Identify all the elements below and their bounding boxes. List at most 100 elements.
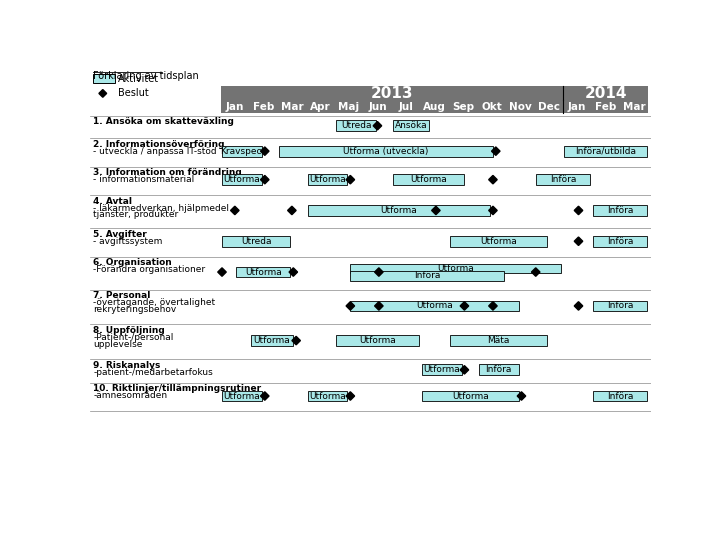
Text: 6. Organisation: 6. Organisation bbox=[93, 258, 172, 267]
Text: Införa: Införa bbox=[414, 272, 440, 280]
FancyBboxPatch shape bbox=[336, 120, 376, 131]
Text: Utforma: Utforma bbox=[309, 175, 346, 184]
Text: Införa/utbilda: Införa/utbilda bbox=[575, 147, 636, 156]
Polygon shape bbox=[531, 268, 540, 276]
Polygon shape bbox=[492, 147, 500, 155]
Text: Utreda: Utreda bbox=[241, 237, 271, 246]
Text: 2. Informationsöverföring: 2. Informationsöverföring bbox=[93, 140, 225, 149]
Text: Aug: Aug bbox=[423, 102, 446, 111]
FancyBboxPatch shape bbox=[422, 391, 518, 401]
Text: Jul: Jul bbox=[398, 102, 414, 111]
Polygon shape bbox=[218, 268, 226, 276]
Text: rekryteringsbehov: rekryteringsbehov bbox=[93, 305, 176, 314]
FancyBboxPatch shape bbox=[450, 335, 547, 346]
FancyBboxPatch shape bbox=[307, 391, 348, 401]
Text: Ansöka: Ansöka bbox=[395, 121, 427, 130]
Polygon shape bbox=[346, 302, 354, 310]
Text: Dec: Dec bbox=[538, 102, 560, 111]
FancyBboxPatch shape bbox=[422, 365, 461, 375]
Text: 2014: 2014 bbox=[584, 85, 627, 101]
FancyBboxPatch shape bbox=[351, 301, 518, 311]
FancyBboxPatch shape bbox=[221, 100, 649, 114]
Text: 8. Uppföljning: 8. Uppföljning bbox=[93, 326, 166, 335]
FancyBboxPatch shape bbox=[593, 301, 647, 311]
FancyBboxPatch shape bbox=[479, 365, 518, 375]
Polygon shape bbox=[432, 206, 440, 215]
Polygon shape bbox=[289, 268, 298, 276]
Text: -patient-/medarbetarfokus: -patient-/medarbetarfokus bbox=[93, 367, 213, 377]
Text: Maj: Maj bbox=[338, 102, 359, 111]
Text: - informationsmaterial: - informationsmaterial bbox=[93, 175, 194, 184]
FancyBboxPatch shape bbox=[450, 236, 547, 247]
Text: -ämnesområden: -ämnesområden bbox=[93, 391, 168, 400]
Polygon shape bbox=[574, 206, 583, 215]
Polygon shape bbox=[460, 302, 469, 310]
Polygon shape bbox=[260, 392, 269, 400]
FancyBboxPatch shape bbox=[562, 87, 649, 100]
Text: Utforma: Utforma bbox=[254, 336, 291, 345]
Text: Apr: Apr bbox=[310, 102, 330, 111]
Text: Nov: Nov bbox=[509, 102, 531, 111]
Text: 7. Personal: 7. Personal bbox=[93, 291, 151, 300]
Polygon shape bbox=[346, 175, 354, 184]
Text: Feb: Feb bbox=[252, 102, 274, 111]
Polygon shape bbox=[574, 302, 583, 310]
Text: - avgiftssystem: - avgiftssystem bbox=[93, 236, 163, 246]
Text: Utforma: Utforma bbox=[223, 175, 260, 184]
Text: -Patient-/personal: -Patient-/personal bbox=[93, 333, 174, 342]
FancyBboxPatch shape bbox=[222, 236, 291, 247]
Polygon shape bbox=[373, 122, 382, 130]
FancyBboxPatch shape bbox=[221, 87, 562, 100]
Text: 1. Ansöka om skatteväxling: 1. Ansöka om skatteväxling bbox=[93, 117, 234, 126]
FancyBboxPatch shape bbox=[351, 272, 505, 281]
Text: Utforma: Utforma bbox=[245, 268, 282, 276]
Text: Mäta: Mäta bbox=[487, 336, 510, 345]
Text: Införa: Införa bbox=[607, 392, 633, 400]
Polygon shape bbox=[292, 337, 301, 345]
FancyBboxPatch shape bbox=[593, 236, 647, 247]
Polygon shape bbox=[346, 392, 354, 400]
Text: Aktivitet: Aktivitet bbox=[119, 74, 159, 84]
FancyBboxPatch shape bbox=[93, 74, 115, 83]
Polygon shape bbox=[489, 175, 497, 184]
Text: Utforma: Utforma bbox=[452, 392, 489, 400]
Text: -övertagande, övertalighet: -övertagande, övertalighet bbox=[93, 298, 215, 307]
Polygon shape bbox=[574, 237, 583, 246]
FancyBboxPatch shape bbox=[393, 120, 429, 131]
FancyBboxPatch shape bbox=[307, 205, 490, 216]
Polygon shape bbox=[460, 366, 469, 374]
Text: Jun: Jun bbox=[368, 102, 387, 111]
FancyBboxPatch shape bbox=[222, 146, 262, 156]
Polygon shape bbox=[260, 175, 269, 184]
Polygon shape bbox=[489, 206, 497, 215]
Text: Feb: Feb bbox=[595, 102, 616, 111]
Text: upplevelse: upplevelse bbox=[93, 340, 143, 349]
FancyBboxPatch shape bbox=[564, 146, 647, 156]
Text: 10. Riktlinjer/tillämpningsrutiner: 10. Riktlinjer/tillämpningsrutiner bbox=[93, 385, 262, 393]
Text: Införa: Införa bbox=[607, 237, 633, 246]
Text: - utveckla / anpassa IT-stöd: - utveckla / anpassa IT-stöd bbox=[93, 147, 217, 156]
Text: Sep: Sep bbox=[452, 102, 474, 111]
FancyBboxPatch shape bbox=[222, 391, 262, 401]
Polygon shape bbox=[288, 206, 296, 215]
Polygon shape bbox=[375, 302, 383, 310]
Text: Införa: Införa bbox=[549, 175, 576, 184]
Text: Mar: Mar bbox=[623, 102, 646, 111]
FancyBboxPatch shape bbox=[307, 174, 348, 185]
FancyBboxPatch shape bbox=[593, 205, 647, 216]
Text: Förklaring av tidsplan: Förklaring av tidsplan bbox=[93, 71, 200, 81]
Text: Utforma: Utforma bbox=[480, 237, 517, 246]
Text: 9. Riskanalys: 9. Riskanalys bbox=[93, 361, 161, 370]
FancyBboxPatch shape bbox=[336, 335, 419, 346]
Text: Utreda: Utreda bbox=[341, 121, 372, 130]
Text: Kravspec.: Kravspec. bbox=[220, 147, 264, 156]
Text: - läkarmedverkan, hjälpmedel: - läkarmedverkan, hjälpmedel bbox=[93, 203, 229, 213]
Text: tjänster, produkter: tjänster, produkter bbox=[93, 210, 179, 220]
Text: Utforma: Utforma bbox=[223, 392, 260, 400]
Text: Beslut: Beslut bbox=[119, 88, 149, 98]
FancyBboxPatch shape bbox=[222, 174, 262, 185]
Text: Utforma: Utforma bbox=[416, 301, 453, 311]
Text: Utforma: Utforma bbox=[437, 263, 474, 273]
Polygon shape bbox=[489, 302, 497, 310]
Text: Utforma: Utforma bbox=[411, 175, 447, 184]
